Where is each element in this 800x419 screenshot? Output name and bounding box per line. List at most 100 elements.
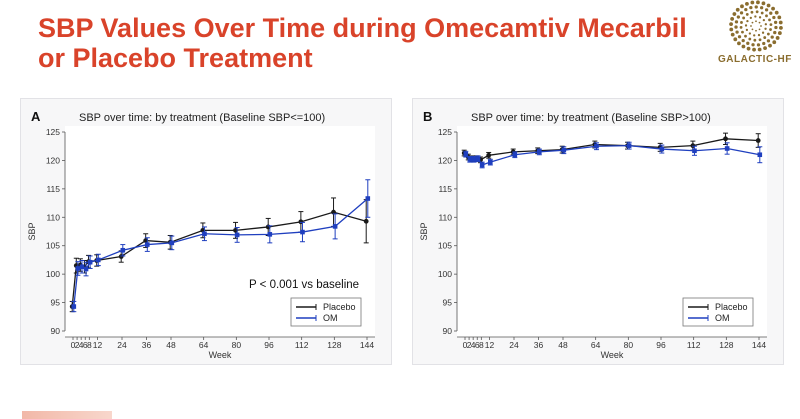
data-point-om — [332, 224, 338, 229]
data-point-om — [267, 232, 273, 237]
x-tick-label: 112 — [295, 340, 309, 350]
data-point-om — [87, 259, 93, 265]
legend-label-om: OM — [715, 313, 730, 323]
logo-dot — [729, 22, 733, 27]
logo-text: GALACTIC-HF — [718, 54, 792, 65]
x-tick-label: 12 — [93, 340, 103, 350]
logo-dot — [771, 6, 775, 11]
logo-dot — [751, 28, 754, 31]
logo-dot — [760, 25, 762, 27]
data-point-om — [479, 162, 485, 168]
logo-dot — [766, 3, 771, 8]
x-tick-label: 8 — [479, 340, 484, 350]
data-point-om — [692, 148, 697, 154]
y-axis-label: SBP — [419, 222, 429, 240]
x-tick-label: 128 — [327, 340, 341, 350]
logo-dot — [730, 17, 735, 21]
logo-dot — [750, 10, 754, 14]
x-tick-label: 64 — [199, 340, 209, 350]
logo-dot — [745, 13, 749, 16]
logo-dot — [777, 15, 782, 20]
data-point-om — [120, 247, 126, 253]
logo-dot — [739, 11, 744, 15]
data-point-om — [169, 240, 175, 246]
x-tick-label: 4 — [471, 340, 476, 350]
chart-panel-b: B SBP over time: by treatment (Baseline S… — [412, 98, 784, 365]
logo-dot — [772, 15, 776, 20]
x-axis-label: Week — [209, 350, 232, 360]
y-tick-label: 90 — [51, 326, 61, 336]
logo-dot — [756, 43, 761, 47]
logo-dot — [765, 14, 768, 18]
data-point-om — [234, 232, 240, 238]
legend-label-om: OM — [323, 313, 338, 323]
y-tick-label: 110 — [438, 212, 452, 222]
x-tick-label: 144 — [752, 340, 766, 350]
logo-dot — [762, 41, 766, 46]
logo-dot — [732, 12, 737, 16]
logo-dot — [745, 28, 749, 32]
y-tick-label: 125 — [46, 127, 60, 137]
panel-letter: A — [31, 109, 41, 124]
logo-dot — [755, 20, 757, 23]
logo-dot — [778, 20, 783, 25]
logo-dot — [764, 23, 767, 26]
x-tick-label: 48 — [166, 340, 176, 350]
logo-dot — [746, 41, 750, 45]
logo-dot — [750, 0, 755, 5]
data-point-placebo — [723, 136, 728, 142]
logo-dot — [773, 20, 778, 25]
x-tick-label: 64 — [591, 340, 601, 350]
logo-dot — [773, 30, 777, 35]
slide-title-line-2: or Placebo Treatment — [38, 43, 313, 73]
data-point-om — [488, 159, 493, 165]
footer-decoration — [22, 411, 112, 419]
logo-dot — [734, 25, 738, 29]
logo-dot — [749, 16, 752, 20]
logo-dot — [751, 21, 754, 24]
data-point-om — [300, 229, 305, 235]
data-point-om — [202, 231, 207, 237]
x-tick-label: 36 — [534, 340, 544, 350]
logo-dot — [772, 40, 777, 45]
logo-dot — [752, 47, 756, 52]
x-tick-label: 6 — [83, 340, 88, 350]
x-tick-label: 96 — [656, 340, 666, 350]
logo-dot — [729, 27, 734, 32]
y-tick-label: 115 — [46, 184, 60, 194]
logo-dot — [746, 46, 751, 51]
data-point-om — [467, 156, 473, 162]
x-tick-label: 96 — [264, 340, 274, 350]
data-point-om — [83, 266, 89, 272]
y-tick-label: 100 — [438, 269, 452, 279]
data-point-om — [512, 152, 518, 158]
logo-dot — [777, 31, 782, 35]
logo-dot — [744, 24, 748, 27]
logo-dot — [734, 20, 739, 24]
annotation-text: P < 0.001 vs baseline — [249, 279, 359, 291]
data-point-om — [561, 147, 567, 153]
logo-dot — [753, 34, 756, 37]
logo-dot — [757, 47, 762, 52]
logo-dot — [762, 18, 766, 22]
logo-dot — [766, 39, 771, 43]
logo-dot — [741, 38, 745, 43]
logo-dot — [755, 10, 759, 14]
logo-dot — [754, 5, 758, 9]
data-point-om — [365, 196, 371, 201]
logo-dot — [742, 16, 746, 20]
slide-title-line-1: SBP Values Over Time during Omecamtiv Me… — [38, 13, 687, 43]
data-point-om — [463, 151, 469, 157]
logo-dot — [748, 32, 751, 35]
x-tick-label: 6 — [475, 340, 480, 350]
logo-dot — [749, 5, 753, 10]
logo-dot — [756, 0, 760, 5]
logo-dot — [766, 32, 770, 36]
logo-dot — [764, 27, 767, 30]
data-point-om — [537, 149, 542, 155]
chart-a-svg: A SBP over time: by treatment (Baseline S… — [27, 109, 375, 360]
x-tick-label: 0 — [463, 340, 468, 350]
x-tick-label: 2 — [467, 340, 472, 350]
legend-label-placebo: Placebo — [323, 302, 356, 312]
y-tick-label: 90 — [443, 326, 453, 336]
